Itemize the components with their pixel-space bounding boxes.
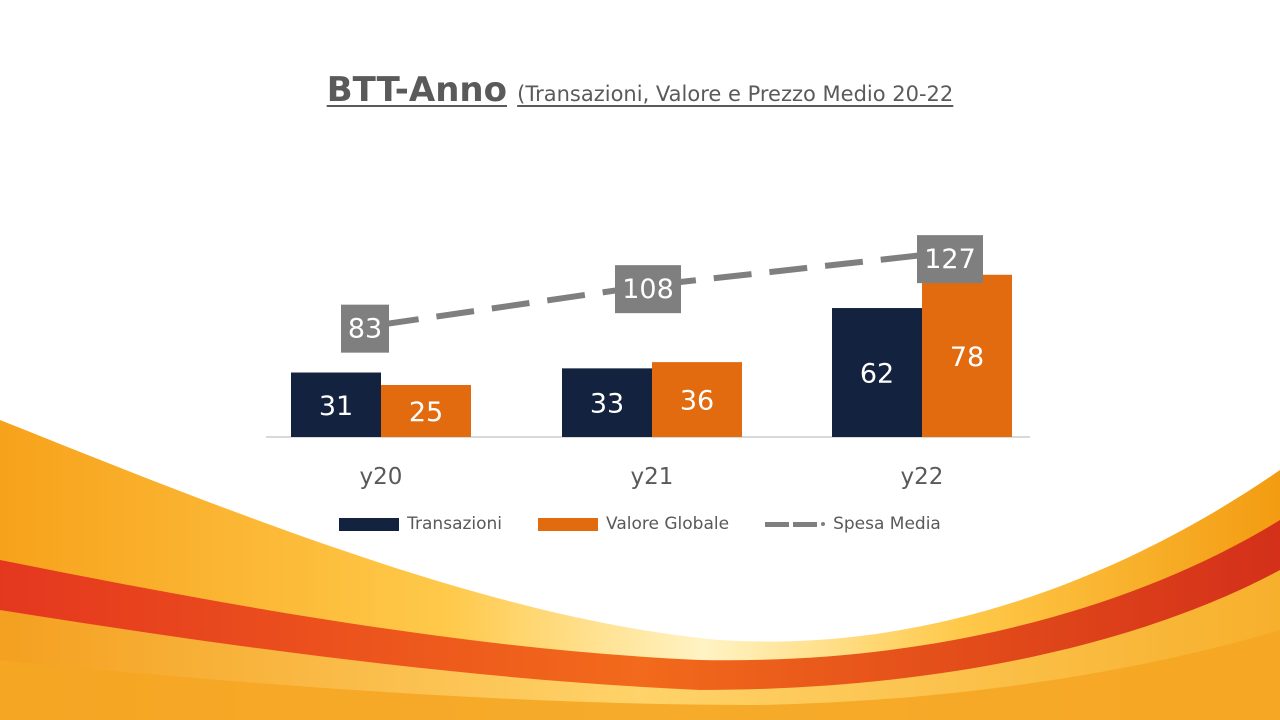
bar-transazioni-y21 — [562, 368, 652, 437]
data-label-transazioni-y21: 33 — [590, 389, 624, 420]
data-label-box-spesa-media-y22 — [917, 235, 983, 284]
line-spesa-media — [380, 252, 923, 328]
chart-title: BTT-Anno (Transazioni, Valore e Prezzo M… — [0, 70, 1280, 110]
data-label-spesa-media-y21: 108 — [622, 274, 674, 305]
legend-item-valore-globale: Valore Globale — [538, 514, 729, 534]
bar-transazioni-y20 — [291, 372, 381, 437]
bar-valore-globale-y21 — [652, 362, 742, 437]
x-tick-label-y20: y20 — [360, 464, 403, 490]
chart-title-sub: (Transazioni, Valore e Prezzo Medio 20-2… — [517, 82, 954, 106]
bar-valore-globale-y22 — [922, 274, 1012, 437]
chart-title-main: BTT-Anno — [326, 70, 507, 110]
legend-swatch-valore-globale — [538, 517, 599, 531]
legend-swatch-spesa-media — [765, 518, 826, 531]
data-label-transazioni-y20: 31 — [319, 391, 353, 422]
data-label-box-spesa-media-y21 — [615, 265, 681, 314]
data-label-valore-globale-y22: 78 — [950, 342, 984, 373]
bar-valore-globale-y20 — [381, 385, 471, 437]
legend-label-valore-globale: Valore Globale — [606, 514, 730, 534]
data-label-spesa-media-y20: 83 — [348, 314, 382, 345]
chart-legend: Transazioni Valore Globale Spesa Media — [0, 514, 1280, 534]
legend-label-spesa-media: Spesa Media — [833, 514, 941, 534]
legend-item-transazioni: Transazioni — [339, 514, 502, 534]
data-label-valore-globale-y20: 25 — [409, 397, 443, 428]
data-label-valore-globale-y21: 36 — [680, 386, 714, 417]
x-tick-label-y21: y21 — [631, 464, 674, 490]
data-label-box-spesa-media-y20 — [341, 304, 389, 353]
data-label-spesa-media-y22: 127 — [924, 244, 976, 275]
bar-transazioni-y22 — [832, 308, 922, 437]
legend-swatch-transazioni — [339, 517, 400, 531]
data-label-transazioni-y22: 62 — [860, 359, 894, 390]
legend-item-spesa-media: Spesa Media — [765, 514, 941, 534]
x-tick-label-y22: y22 — [901, 464, 944, 490]
legend-label-transazioni: Transazioni — [407, 514, 503, 534]
